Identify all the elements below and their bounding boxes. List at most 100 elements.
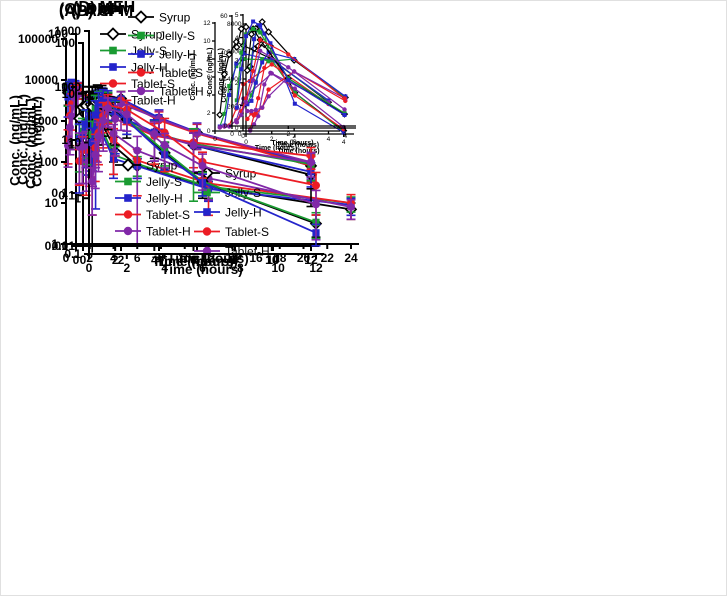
x-tick-label: 4 [161, 261, 168, 275]
inset-data-point [233, 43, 241, 51]
legend-marker [136, 86, 146, 96]
panel-meh: 0.1 1 10 100 1000 0 2 4 6 8 10 12 Syrup Jelly-S Jelly-… [1, 1, 364, 299]
legend-marker [203, 188, 211, 197]
data-point [64, 93, 72, 101]
inset-data-point [251, 19, 256, 24]
inset-x-tick-label: 0 [230, 131, 234, 138]
inset-data-point [262, 82, 267, 87]
data-point [91, 150, 100, 159]
legend-marker [203, 208, 211, 216]
data-point [198, 161, 207, 170]
inset-data-point [292, 90, 297, 95]
data-point [122, 110, 131, 119]
inset-ylabel: Conc. (ng/mL) [207, 47, 214, 94]
series-syrup [86, 86, 323, 253]
x-tick-label: 2 [123, 261, 130, 275]
data-point [87, 111, 95, 120]
data-point [99, 116, 108, 125]
legend-label: Tablet-S [225, 225, 269, 239]
inset-data-point [264, 28, 273, 36]
y-tick-label: 100000 [18, 32, 58, 46]
data-point [103, 104, 112, 113]
inset-xlabel: Time (hours) [271, 140, 313, 147]
inset-data-point [342, 107, 347, 112]
inset-y-tick-label: 2 [207, 110, 211, 117]
inset-y-tick-label: 2000 [227, 104, 242, 111]
legend-label: Jelly-S [159, 29, 195, 43]
data-point [99, 96, 107, 104]
x-tick-label: 6 [194, 253, 201, 267]
inset-y-tick-label: 40 [220, 50, 228, 57]
x-tick-label: 0 [80, 253, 87, 267]
legend-marker [109, 46, 117, 55]
x-tick-label: 8 [158, 251, 165, 265]
legend-marker [123, 210, 133, 219]
x-tick-label: 24 [344, 251, 358, 265]
inset-data-point [247, 30, 256, 38]
x-tick-label: 0 [63, 251, 70, 265]
inset-data-point [260, 60, 265, 65]
inset-data-point [286, 65, 291, 70]
data-point [307, 158, 315, 167]
inset-data-point [234, 120, 239, 125]
panel-meh-xlabel: Time (hours) [161, 262, 243, 277]
inset-data-point [258, 30, 263, 35]
legend-marker [137, 50, 145, 58]
x-tick-label: 6 [134, 251, 141, 265]
legend-label: Syrup [159, 11, 191, 25]
data-point [160, 141, 169, 150]
inset-data-point [343, 94, 348, 99]
inset-data-point [248, 67, 253, 72]
inset-y-tick-label: 3 [235, 57, 239, 64]
data-point [82, 120, 90, 128]
y-tick-label: 10 [62, 87, 76, 101]
x-tick-label: 8 [232, 253, 239, 267]
data-point [94, 132, 103, 141]
legend-marker [124, 177, 132, 186]
inset-y-tick-label: 8000 [227, 21, 242, 28]
inset-data-point [227, 93, 232, 97]
legend: Syrup Jelly-S Jelly-H Tablet-S Tablet-H [128, 10, 204, 99]
inset-xlabel: Time (hours) [277, 148, 319, 155]
y-tick-label: 100 [38, 155, 58, 169]
inset-y-tick-label: 0 [207, 128, 211, 135]
inset-axes [212, 22, 340, 134]
inset-data-point [239, 50, 244, 55]
inset-y-tick-label: 4000 [227, 76, 242, 83]
y-tick-label: 0.1 [64, 247, 81, 261]
legend-marker [124, 194, 132, 202]
data-point [88, 177, 97, 186]
legend-label: Jelly-S [146, 175, 182, 189]
legend-marker [136, 68, 146, 77]
inset-x-tick-label: 2 [286, 131, 290, 138]
data-point [312, 181, 320, 190]
y-tick-label: 10 [68, 136, 82, 150]
inset-x-tick-label: 0 [213, 136, 217, 143]
inset-data-point [269, 71, 274, 76]
inset-data-point [249, 93, 254, 98]
y-tick-label: 1000 [54, 24, 81, 38]
x-tick-label: 6 [190, 253, 197, 267]
inset-data-point [269, 62, 274, 67]
panel-dmh-xlabel: Time (hours) [152, 254, 234, 269]
y-tick-label: 100 [61, 80, 81, 94]
inset-axes [229, 15, 356, 129]
inset-y-tick-label: 20 [220, 87, 228, 94]
inset-data-point [266, 87, 271, 92]
y-tick-label: 1 [68, 138, 75, 152]
inset-series-jelly-h [234, 19, 347, 117]
inset-data-point [260, 57, 265, 62]
inset-data-point [286, 78, 291, 83]
inset-data-point [243, 66, 251, 75]
x-tick-label: 12 [309, 261, 323, 275]
y-tick-label: 1000 [31, 114, 58, 128]
inset-y-tick-label: 2 [235, 80, 239, 87]
inset-y-tick-label: 6 [207, 74, 211, 81]
inset-data-point [222, 124, 227, 129]
inset-data-point [245, 102, 250, 107]
inset-data-point [292, 93, 298, 98]
inset-data-point [250, 68, 256, 74]
inset-data-point [253, 107, 258, 113]
